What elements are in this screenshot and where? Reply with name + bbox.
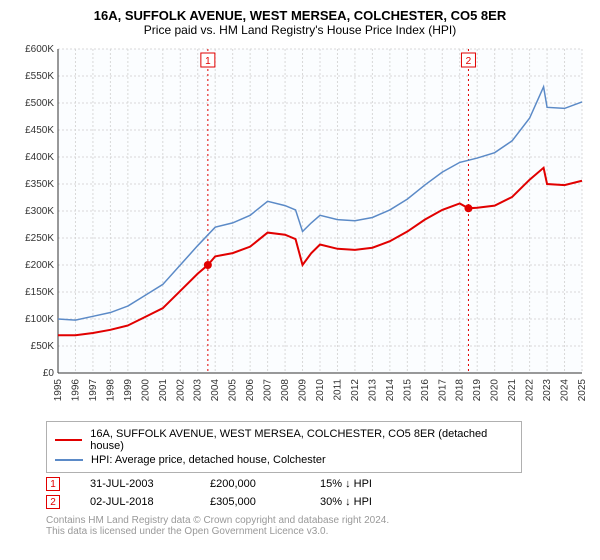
- marker-delta: 15% ↓ HPI: [320, 478, 430, 490]
- svg-text:£350K: £350K: [25, 179, 54, 190]
- footer-line: Contains HM Land Registry data © Crown c…: [46, 515, 588, 526]
- svg-text:2003: 2003: [193, 379, 204, 402]
- svg-text:2006: 2006: [245, 379, 256, 402]
- svg-text:£250K: £250K: [25, 233, 54, 244]
- svg-text:1999: 1999: [123, 379, 134, 402]
- svg-text:£200K: £200K: [25, 260, 54, 271]
- svg-text:2: 2: [466, 56, 472, 67]
- svg-text:2000: 2000: [140, 379, 151, 402]
- svg-text:1995: 1995: [53, 379, 64, 402]
- svg-text:2005: 2005: [228, 379, 239, 402]
- footer-line: This data is licensed under the Open Gov…: [46, 526, 588, 537]
- svg-text:2013: 2013: [367, 379, 378, 402]
- svg-text:£0: £0: [43, 368, 55, 379]
- svg-text:2012: 2012: [350, 379, 361, 402]
- svg-text:2004: 2004: [210, 379, 221, 402]
- marker-notes: 1 31-JUL-2003 £200,000 15% ↓ HPI 2 02-JUL-201…: [46, 477, 588, 509]
- svg-text:£600K: £600K: [25, 44, 54, 55]
- svg-text:2020: 2020: [490, 379, 501, 402]
- svg-text:£450K: £450K: [25, 125, 54, 136]
- marker-price: £200,000: [210, 478, 290, 490]
- marker-badge: 1: [46, 477, 60, 491]
- svg-text:2022: 2022: [525, 379, 536, 402]
- svg-text:£550K: £550K: [25, 71, 54, 82]
- legend-label: 16A, SUFFOLK AVENUE, WEST MERSEA, COLCHE…: [90, 428, 513, 452]
- svg-text:1997: 1997: [88, 379, 99, 402]
- line-chart: £0 £50K £100K £150K £200K £250K £300K £350K £400…: [12, 43, 588, 413]
- svg-text:1: 1: [205, 56, 211, 67]
- svg-text:2009: 2009: [298, 379, 309, 402]
- legend-swatch-property: [55, 439, 82, 441]
- marker-price: £305,000: [210, 496, 290, 508]
- legend-swatch-hpi: [55, 459, 83, 461]
- svg-text:2019: 2019: [472, 379, 483, 402]
- marker-delta: 30% ↓ HPI: [320, 496, 430, 508]
- svg-text:2025: 2025: [577, 379, 588, 402]
- svg-text:1996: 1996: [70, 379, 81, 402]
- svg-text:2023: 2023: [542, 379, 553, 402]
- svg-text:2002: 2002: [175, 379, 186, 402]
- svg-text:£500K: £500K: [25, 98, 54, 109]
- svg-text:2024: 2024: [560, 379, 571, 402]
- svg-text:£150K: £150K: [25, 287, 54, 298]
- footer: Contains HM Land Registry data © Crown c…: [46, 515, 588, 537]
- svg-text:2007: 2007: [263, 379, 274, 402]
- svg-text:2021: 2021: [507, 379, 518, 402]
- svg-text:£400K: £400K: [25, 152, 54, 163]
- marker-note-row: 2 02-JUL-2018 £305,000 30% ↓ HPI: [46, 495, 588, 509]
- svg-text:£300K: £300K: [25, 206, 54, 217]
- svg-text:2018: 2018: [455, 379, 466, 402]
- marker-date: 31-JUL-2003: [90, 478, 180, 490]
- chart-subtitle: Price paid vs. HM Land Registry's House …: [12, 23, 588, 37]
- marker-note-row: 1 31-JUL-2003 £200,000 15% ↓ HPI: [46, 477, 588, 491]
- legend-label: HPI: Average price, detached house, Colc…: [91, 454, 326, 466]
- svg-text:2015: 2015: [402, 379, 413, 402]
- svg-text:£100K: £100K: [25, 314, 54, 325]
- legend: 16A, SUFFOLK AVENUE, WEST MERSEA, COLCHE…: [46, 421, 522, 473]
- legend-item-property: 16A, SUFFOLK AVENUE, WEST MERSEA, COLCHE…: [55, 428, 513, 452]
- chart-area: £0 £50K £100K £150K £200K £250K £300K £350K £400…: [12, 43, 588, 413]
- svg-text:2014: 2014: [385, 379, 396, 402]
- chart-title: 16A, SUFFOLK AVENUE, WEST MERSEA, COLCHE…: [12, 8, 588, 23]
- svg-text:2016: 2016: [420, 379, 431, 402]
- marker-badge: 2: [46, 495, 60, 509]
- svg-text:2008: 2008: [280, 379, 291, 402]
- svg-text:2001: 2001: [158, 379, 169, 402]
- svg-text:2010: 2010: [315, 379, 326, 402]
- svg-text:2017: 2017: [437, 379, 448, 402]
- legend-item-hpi: HPI: Average price, detached house, Colc…: [55, 454, 513, 466]
- svg-text:1998: 1998: [105, 379, 116, 402]
- marker-date: 02-JUL-2018: [90, 496, 180, 508]
- svg-text:2011: 2011: [332, 379, 343, 401]
- svg-text:£50K: £50K: [31, 341, 55, 352]
